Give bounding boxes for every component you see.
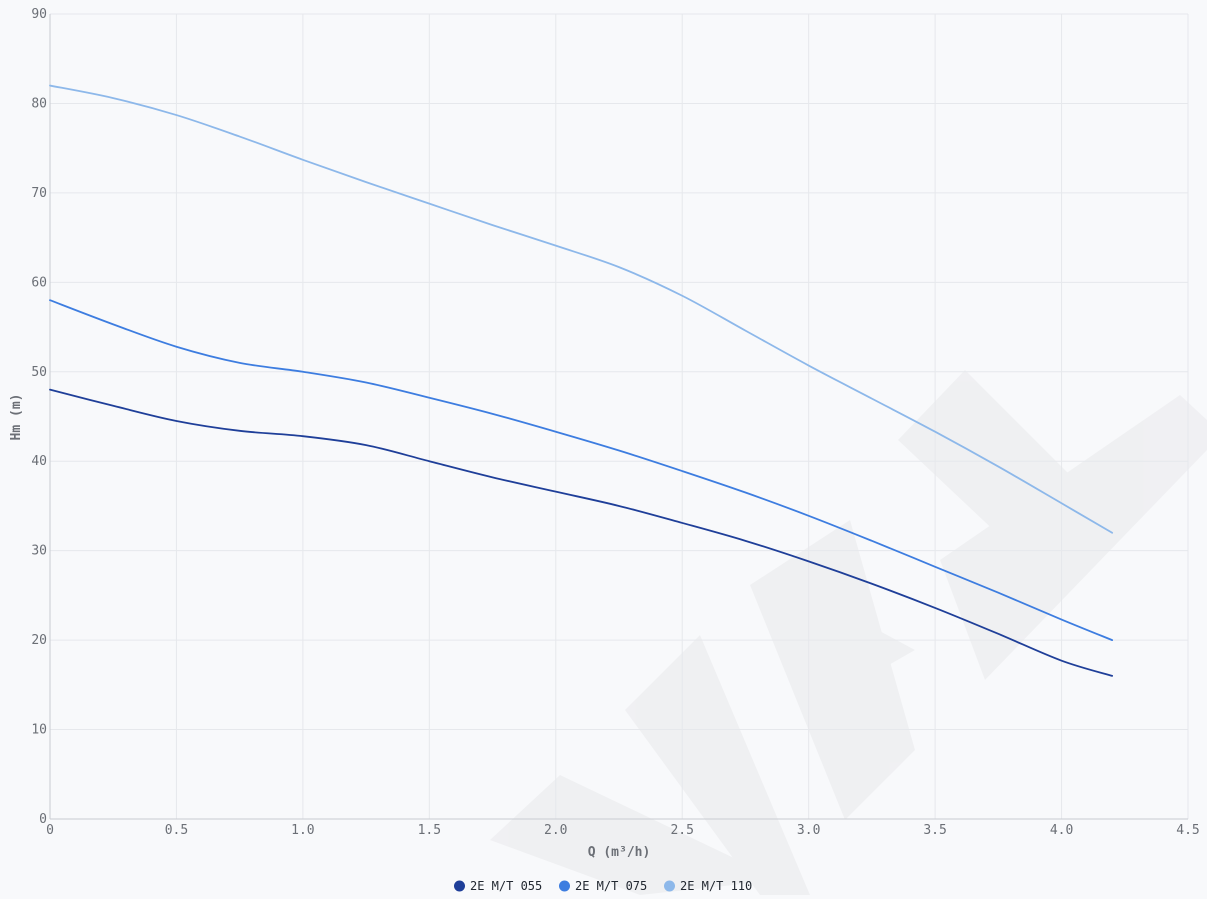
- axes: [49, 14, 1188, 820]
- y-tick-label: 90: [31, 7, 47, 22]
- legend-swatch: [559, 880, 570, 892]
- gridlines: [49, 13, 1189, 820]
- x-tick-label: 3.5: [923, 823, 946, 838]
- y-tick-label: 0: [39, 812, 47, 827]
- tick-labels: 0 0.5 1.0 1.5 2.0 2.5 3.0 3.5 4.0 4.5 0 10 20 30 40 50 6…: [31, 7, 1199, 838]
- x-tick-label: 4.0: [1050, 823, 1073, 838]
- y-tick-label: 10: [31, 723, 47, 738]
- x-tick-label: 0.5: [165, 823, 188, 838]
- x-axis-title: Q (m³/h): [588, 845, 651, 860]
- y-tick-label: 60: [31, 275, 47, 290]
- watermark-logo: [490, 370, 1207, 895]
- x-tick-label: 2.0: [544, 823, 567, 838]
- series-lines: [49, 84, 1114, 677]
- series-line-2: [49, 299, 1114, 642]
- legend-label: 2E M/T 075: [575, 879, 647, 893]
- x-tick-label: 4.5: [1176, 823, 1199, 838]
- series-line-3: [49, 84, 1114, 534]
- x-tick-label: 0: [46, 823, 54, 838]
- legend-item-2[interactable]: 2E M/T 075: [559, 879, 647, 893]
- legend-label: 2E M/T 110: [680, 879, 752, 893]
- legend-item-1[interactable]: 2E M/T 055: [454, 879, 542, 893]
- x-tick-label: 2.5: [670, 823, 693, 838]
- y-tick-label: 80: [31, 96, 47, 111]
- legend-item-3[interactable]: 2E M/T 110: [664, 879, 752, 893]
- y-axis-title: Hm (m): [9, 394, 24, 441]
- legend-swatch: [454, 880, 465, 892]
- legend-swatch: [664, 880, 675, 892]
- x-tick-label: 1.0: [291, 823, 314, 838]
- legend-label: 2E M/T 055: [470, 879, 542, 893]
- y-tick-label: 70: [31, 186, 47, 201]
- y-tick-label: 30: [31, 544, 47, 559]
- legend: 2E M/T 055 2E M/T 075 2E M/T 110: [454, 879, 752, 893]
- x-tick-label: 3.0: [797, 823, 820, 838]
- x-tick-label: 1.5: [418, 823, 441, 838]
- y-tick-label: 50: [31, 365, 47, 380]
- y-tick-label: 40: [31, 454, 47, 469]
- y-tick-label: 20: [31, 633, 47, 648]
- series-line-1: [49, 388, 1114, 677]
